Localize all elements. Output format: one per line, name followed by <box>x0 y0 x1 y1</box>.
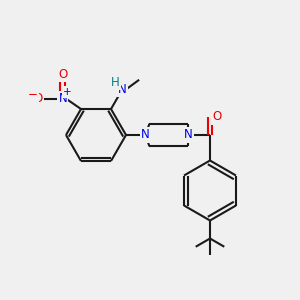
Text: −: − <box>28 88 38 101</box>
Text: N: N <box>58 92 67 105</box>
Text: N: N <box>184 128 193 142</box>
Text: +: + <box>63 87 71 97</box>
Text: N: N <box>141 128 150 142</box>
Text: O: O <box>58 68 68 81</box>
Text: N: N <box>118 83 127 96</box>
Text: O: O <box>33 92 43 105</box>
Text: O: O <box>212 110 221 124</box>
Text: H: H <box>111 76 120 88</box>
